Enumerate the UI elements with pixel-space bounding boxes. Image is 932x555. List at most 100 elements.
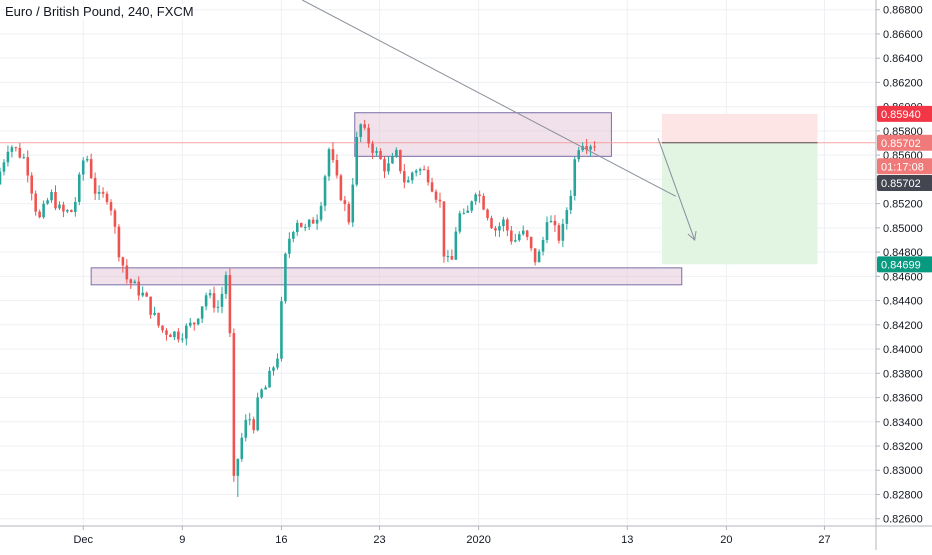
candle-down: [490, 218, 493, 229]
candle-up: [514, 240, 517, 242]
take-profit-zone: [661, 142, 818, 265]
candle-down: [442, 201, 446, 257]
candle-up: [569, 195, 573, 211]
candle-up: [410, 172, 414, 181]
candle-down: [422, 169, 426, 171]
candle-down: [161, 325, 164, 331]
candle-down: [145, 292, 148, 297]
candle-down: [125, 265, 129, 280]
price-label-bg: [877, 105, 932, 122]
price-tick-label: 0.84200: [883, 320, 923, 332]
price-label-bg: [877, 175, 932, 192]
price-tick-label: 0.85000: [883, 223, 923, 235]
candle-up: [303, 227, 307, 229]
candle-up: [541, 240, 545, 252]
candle-up: [74, 201, 77, 212]
candle-down: [438, 199, 442, 202]
candle-up: [185, 325, 188, 339]
candle-down: [117, 226, 121, 258]
candle-down: [525, 230, 529, 237]
price-tick-label: 0.84600: [883, 271, 923, 283]
time-tick-label: 27: [818, 534, 830, 546]
candle-up: [264, 387, 267, 390]
candle-up: [549, 220, 553, 223]
zones: [0, 112, 876, 286]
candle-up: [141, 292, 144, 296]
time-tick-label: 13: [621, 534, 633, 546]
candle-up: [0, 171, 2, 185]
candle-up: [81, 160, 85, 175]
candle-down: [399, 149, 402, 172]
candle-up: [188, 322, 192, 326]
candle-up: [454, 231, 458, 260]
candle-up: [46, 200, 49, 204]
candle-down: [54, 192, 57, 209]
candle-up: [244, 419, 248, 438]
candle-up: [391, 156, 394, 164]
price-label-price: 0.85702: [881, 138, 921, 150]
candle-down: [192, 322, 196, 325]
candle-up: [521, 230, 525, 235]
candle-down: [486, 209, 489, 219]
candle-up: [537, 251, 541, 263]
candle-down: [593, 146, 596, 148]
price-tick-label: 0.83600: [883, 393, 923, 405]
candle-down: [529, 236, 533, 249]
projection-arrow-head: [687, 231, 697, 241]
candle-down: [482, 195, 485, 210]
candle-up: [327, 149, 331, 177]
candle-up: [50, 192, 53, 201]
candle-down: [371, 143, 374, 153]
stop-loss-zone: [661, 113, 818, 143]
candle-up: [220, 293, 224, 307]
candle-down: [343, 200, 347, 205]
candle-up: [6, 151, 10, 163]
candle-up: [58, 204, 61, 209]
candle-up: [502, 219, 505, 227]
time-tick-label: 16: [275, 534, 287, 546]
candle-down: [228, 275, 232, 334]
candle-down: [252, 419, 255, 431]
candle-up: [406, 180, 410, 183]
candle-up: [474, 194, 477, 202]
candle-up: [355, 136, 359, 185]
candle-down: [426, 169, 430, 183]
candle-up: [565, 210, 569, 224]
candle-up: [236, 458, 240, 476]
candle-down: [101, 191, 105, 194]
candle-up: [153, 312, 156, 315]
candle-down: [299, 222, 303, 228]
candle-up: [414, 170, 418, 173]
candle-down: [129, 279, 133, 284]
candle-up: [200, 306, 204, 319]
resistance-zone: [354, 112, 612, 157]
candle-down: [109, 202, 113, 211]
candle-up: [351, 184, 355, 223]
candle-down: [30, 175, 33, 194]
price-tick-label: 0.83400: [883, 417, 923, 429]
candle-up: [97, 191, 101, 194]
price-tick-label: 0.85200: [883, 199, 923, 211]
candle-down: [157, 312, 160, 326]
candle-up: [22, 157, 26, 159]
price-label-dark: 0.85702: [881, 178, 921, 190]
candle-down: [169, 334, 172, 338]
price-tick-label: 0.82600: [883, 514, 923, 526]
candle-up: [466, 210, 470, 213]
candle-up: [133, 281, 137, 284]
candle-down: [62, 204, 65, 212]
candle-up: [589, 146, 592, 150]
candle-up: [307, 219, 311, 228]
candle-down: [18, 147, 22, 158]
candle-down: [14, 147, 18, 149]
candle-up: [280, 301, 283, 359]
candle-up: [470, 201, 473, 211]
candles: [0, 119, 596, 497]
candle-up: [85, 159, 89, 161]
candle-up: [173, 331, 176, 338]
price-tick-label: 0.84000: [883, 344, 923, 356]
candle-down: [212, 293, 216, 308]
candle-down: [38, 211, 41, 218]
